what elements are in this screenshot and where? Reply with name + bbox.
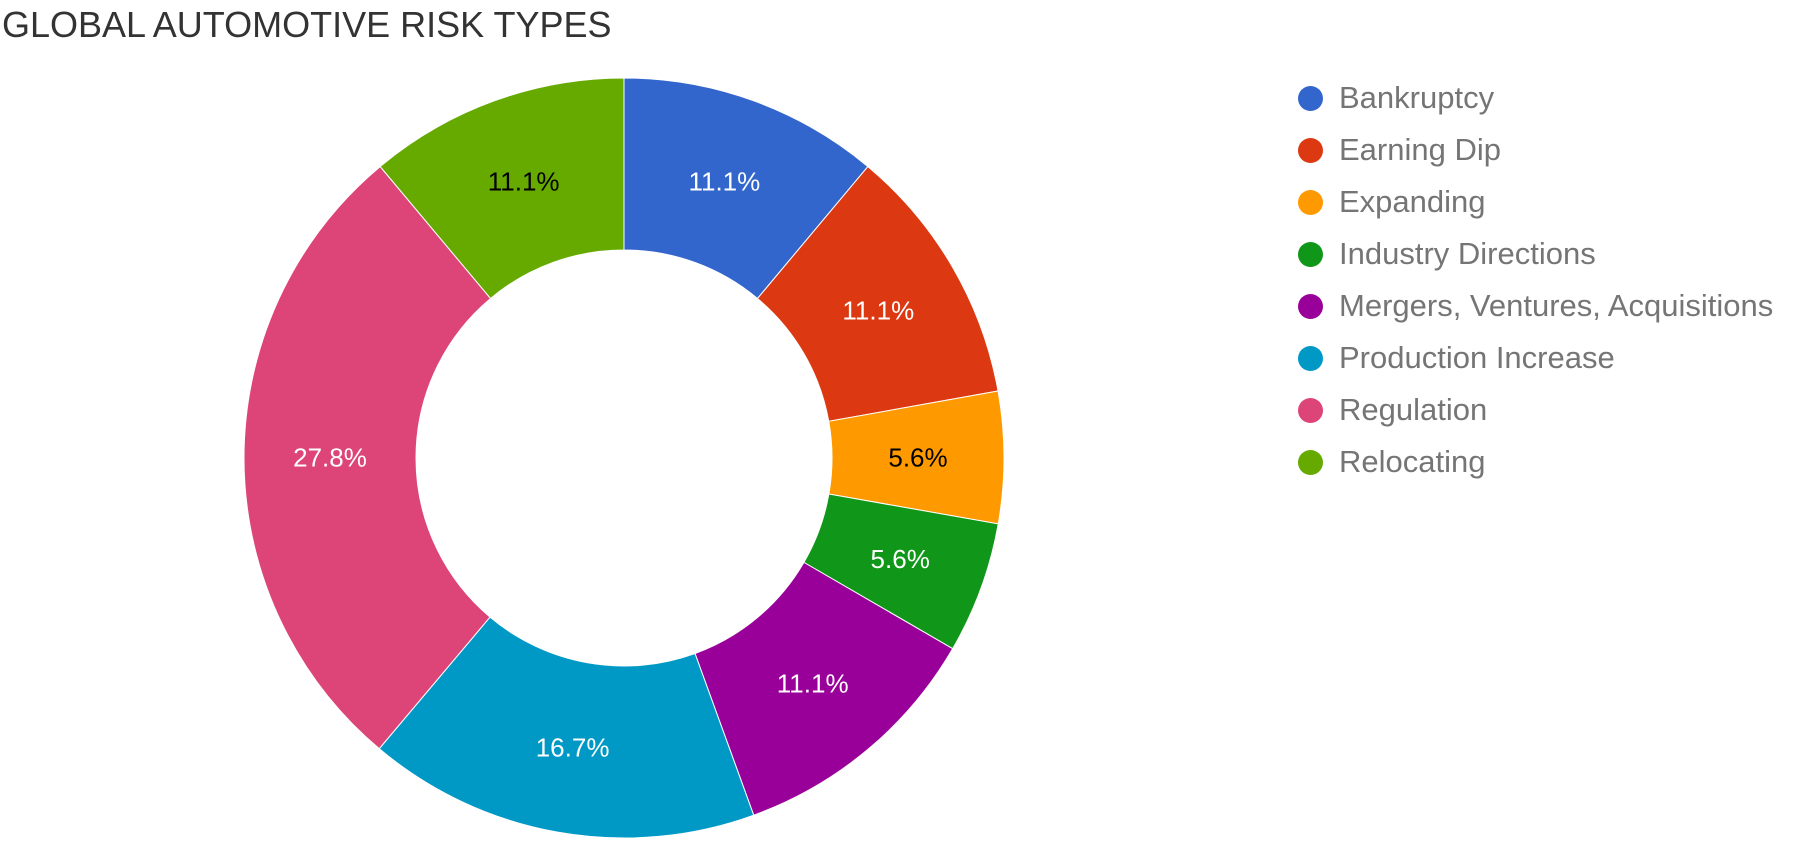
donut-slices	[243, 77, 1005, 839]
slice-value-label: 16.7%	[536, 732, 610, 762]
slice-value-label: 11.1%	[688, 167, 760, 197]
legend-label: Earning Dip	[1339, 132, 1501, 167]
legend-color-dot-icon	[1298, 397, 1323, 423]
legend-label: Bankruptcy	[1339, 80, 1495, 115]
legend-label: Production Increase	[1339, 340, 1615, 375]
legend-item[interactable]: Relocating	[1290, 436, 1773, 488]
legend-color-dot-icon	[1298, 449, 1323, 475]
donut-slice-labels: 11.1% 11.1% 5.6% 5.6% 11.1% 16.7% 27.8% 11.1%	[293, 167, 947, 763]
slice-value-label: 27.8%	[293, 443, 367, 473]
slice-value-label: 11.1%	[777, 668, 849, 698]
chart-title: GLOBAL AUTOMOTIVE RISK TYPES	[2, 4, 612, 45]
legend-label: Industry Directions	[1339, 236, 1596, 271]
legend-label: Relocating	[1339, 444, 1486, 479]
legend-item[interactable]: Bankruptcy	[1290, 72, 1773, 124]
legend-color-dot-icon	[1298, 345, 1323, 371]
slice-value-label: 5.6%	[871, 544, 930, 574]
legend-color-dot-icon	[1298, 189, 1323, 215]
legend-color-dot-icon	[1298, 137, 1323, 163]
legend-item[interactable]: Production Increase	[1290, 332, 1773, 384]
legend-item[interactable]: Industry Directions	[1290, 228, 1773, 280]
legend-item[interactable]: Regulation	[1290, 384, 1773, 436]
legend-label: Expanding	[1339, 184, 1486, 219]
legend-item[interactable]: Earning Dip	[1290, 124, 1773, 176]
donut-slice-regulation[interactable]	[243, 165, 492, 750]
donut-slice-production-increase[interactable]	[378, 616, 755, 839]
donut-slice-relocating[interactable]	[379, 77, 625, 300]
slice-value-label: 11.1%	[842, 295, 914, 325]
legend-color-dot-icon	[1298, 85, 1323, 111]
legend-label: Regulation	[1339, 392, 1488, 427]
slice-value-label: 5.6%	[888, 443, 947, 473]
legend-label: Mergers, Ventures, Acquisitions	[1339, 288, 1774, 323]
legend-color-dot-icon	[1298, 293, 1323, 319]
legend-color-dot-icon	[1298, 241, 1323, 267]
legend-item[interactable]: Expanding	[1290, 176, 1773, 228]
slice-value-label: 11.1%	[488, 167, 560, 197]
chart-legend: Bankruptcy Earning Dip Expanding Industry D…	[1290, 72, 1773, 488]
legend-item[interactable]: Mergers, Ventures, Acquisitions	[1290, 280, 1773, 332]
